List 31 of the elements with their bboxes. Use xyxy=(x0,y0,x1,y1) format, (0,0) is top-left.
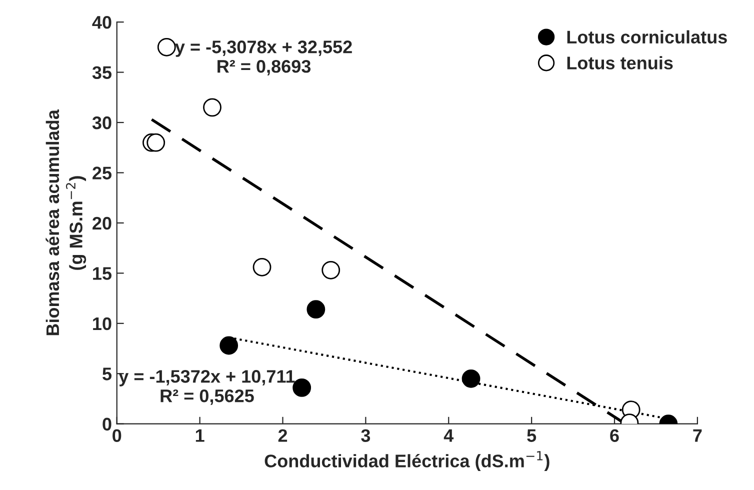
point xyxy=(306,300,326,319)
legend-label: Lotus tenuis xyxy=(567,56,673,70)
y-tick-label: 5 xyxy=(102,368,112,380)
y-tick-label: 25 xyxy=(92,166,112,180)
x-tick-label: 3 xyxy=(361,429,370,442)
x-tick-label: 1 xyxy=(196,429,204,442)
point xyxy=(322,260,340,280)
annotation: y = -1,5372x + 10,711 R² = 0,5625 xyxy=(118,370,295,405)
legend-label: Lotus corniculatus xyxy=(567,30,727,44)
y-tick-label: 20 xyxy=(92,216,112,230)
y-tick-label: 30 xyxy=(92,116,112,130)
y-tick-label: 40 xyxy=(92,16,112,29)
x-tick-label: 4 xyxy=(444,429,454,442)
x-tick-label: 0 xyxy=(112,429,122,442)
point xyxy=(157,38,176,56)
x-axis-title: Conductividad Eléctrica (dS.m$^{−1}$) xyxy=(264,451,550,471)
annotation: y = -5,3078x + 32,552 R² = 0,8693 xyxy=(175,40,352,76)
point xyxy=(203,98,222,117)
y-tick-label: 10 xyxy=(93,317,112,330)
point xyxy=(462,369,480,388)
point xyxy=(220,336,238,355)
y-tick-label: 35 xyxy=(92,66,112,80)
point xyxy=(146,133,166,152)
x-tick-label: 6 xyxy=(610,429,619,442)
x-tick-label: 2 xyxy=(278,429,288,442)
y-axis-title: Biomasa aérea acumulada (g MS.m$^{−2}$) xyxy=(46,109,86,336)
x-tick-label: 5 xyxy=(527,429,536,442)
x-tick-label: 7 xyxy=(693,429,702,442)
y-tick-label: 0 xyxy=(102,418,112,431)
point xyxy=(252,258,272,276)
y-tick-label: 15 xyxy=(93,267,112,280)
